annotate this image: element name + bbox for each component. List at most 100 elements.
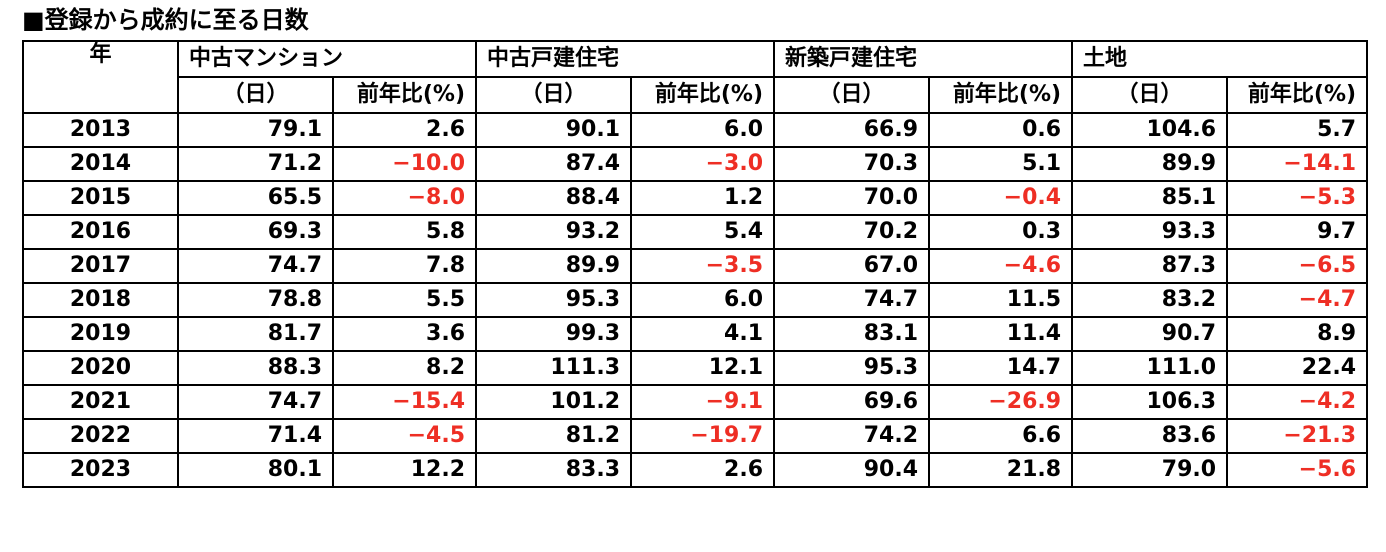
yoy-cell: 2.6 [331, 112, 478, 148]
days-cell: 85.1 [1071, 180, 1229, 216]
subheader-days: （日） [1071, 76, 1229, 114]
days-cell: 70.0 [773, 180, 931, 216]
year-cell: 2022 [22, 418, 179, 454]
table-row: 2013 79.1 2.6 90.1 6.0 66.9 0.6 104.6 5.7 [22, 112, 1369, 148]
header-row-subcolumns: （日） 前年比(%) （日） 前年比(%) （日） 前年比(%) （日） 前年比… [23, 76, 1369, 114]
days-cell: 71.2 [177, 146, 334, 182]
yoy-cell: 5.7 [1226, 112, 1369, 148]
year-cell: 2017 [22, 248, 179, 284]
days-cell: 93.3 [1071, 214, 1229, 250]
year-cell: 2015 [22, 180, 179, 216]
days-cell: 83.1 [773, 316, 931, 352]
page-title: ■登録から成約に至る日数 [22, 6, 309, 34]
yoy-cell: 5.8 [331, 214, 478, 250]
yoy-cell: −5.3 [1226, 180, 1369, 216]
yoy-cell: 1.2 [630, 180, 776, 216]
days-cell: 87.3 [1071, 248, 1229, 284]
subheader-days: （日） [177, 76, 334, 114]
days-cell: 89.9 [475, 248, 633, 284]
days-cell: 74.7 [177, 384, 334, 420]
yoy-cell: −26.9 [928, 384, 1074, 420]
days-cell: 80.1 [177, 452, 334, 488]
subheader-yoy: 前年比(%) [630, 76, 776, 114]
days-cell: 83.3 [475, 452, 633, 488]
group-header-land: 土地 [1071, 40, 1369, 78]
table-row: 2023 80.1 12.2 83.3 2.6 90.4 21.8 79.0 −5.6 [22, 452, 1369, 488]
days-cell: 101.2 [475, 384, 633, 420]
yoy-cell: −4.2 [1226, 384, 1369, 420]
table-row: 2021 74.7 −15.4 101.2 −9.1 69.6 −26.9 106.3 −4.2 [22, 384, 1369, 420]
yoy-cell: 7.8 [331, 248, 478, 284]
yoy-cell: 4.1 [630, 316, 776, 352]
yoy-cell: −6.5 [1226, 248, 1369, 284]
table-row: 2018 78.8 5.5 95.3 6.0 74.7 11.5 83.2 −4.7 [22, 282, 1369, 318]
yoy-cell: 11.4 [928, 316, 1074, 352]
days-cell: 90.4 [773, 452, 931, 488]
yoy-cell: 6.0 [630, 112, 776, 148]
subheader-days: （日） [475, 76, 633, 114]
days-cell: 74.2 [773, 418, 931, 454]
days-cell: 93.2 [475, 214, 633, 250]
days-cell: 74.7 [177, 248, 334, 284]
yoy-cell: 12.1 [630, 350, 776, 386]
days-cell: 65.5 [177, 180, 334, 216]
subheader-days: （日） [773, 76, 931, 114]
days-cell: 87.4 [475, 146, 633, 182]
days-cell: 66.9 [773, 112, 931, 148]
yoy-cell: 5.4 [630, 214, 776, 250]
year-cell: 2020 [22, 350, 179, 386]
days-cell: 67.0 [773, 248, 931, 284]
table-row: 2020 88.3 8.2 111.3 12.1 95.3 14.7 111.0 22.4 [22, 350, 1369, 386]
table-row: 2017 74.7 7.8 89.9 −3.5 67.0 −4.6 87.3 −6.5 [22, 248, 1369, 284]
days-cell: 95.3 [773, 350, 931, 386]
yoy-cell: −21.3 [1226, 418, 1369, 454]
yoy-cell: −14.1 [1226, 146, 1369, 182]
year-cell: 2023 [22, 452, 179, 488]
days-cell: 69.3 [177, 214, 334, 250]
days-cell: 71.4 [177, 418, 334, 454]
days-cell: 83.2 [1071, 282, 1229, 318]
year-column-header: 年 [22, 40, 179, 114]
subheader-yoy: 前年比(%) [1226, 76, 1369, 114]
days-cell: 83.6 [1071, 418, 1229, 454]
days-cell: 70.3 [773, 146, 931, 182]
yoy-cell: 12.2 [331, 452, 478, 488]
yoy-cell: 5.1 [928, 146, 1074, 182]
days-to-contract-table: 年 中古マンション 中古戸建住宅 新築戸建住宅 土地 （日） 前年比(%) （日… [22, 40, 1369, 488]
yoy-cell: −5.6 [1226, 452, 1369, 488]
days-cell: 111.0 [1071, 350, 1229, 386]
year-cell: 2016 [22, 214, 179, 250]
yoy-cell: −19.7 [630, 418, 776, 454]
days-cell: 79.0 [1071, 452, 1229, 488]
year-cell: 2018 [22, 282, 179, 318]
year-cell: 2014 [22, 146, 179, 182]
yoy-cell: 6.6 [928, 418, 1074, 454]
yoy-cell: −8.0 [331, 180, 478, 216]
days-cell: 95.3 [475, 282, 633, 318]
days-cell: 81.7 [177, 316, 334, 352]
days-cell: 70.2 [773, 214, 931, 250]
days-cell: 89.9 [1071, 146, 1229, 182]
days-cell: 111.3 [475, 350, 633, 386]
year-cell: 2021 [22, 384, 179, 420]
days-cell: 99.3 [475, 316, 633, 352]
yoy-cell: 9.7 [1226, 214, 1369, 250]
table-row: 2016 69.3 5.8 93.2 5.4 70.2 0.3 93.3 9.7 [22, 214, 1369, 250]
yoy-cell: 14.7 [928, 350, 1074, 386]
yoy-cell: 0.6 [928, 112, 1074, 148]
yoy-cell: 8.2 [331, 350, 478, 386]
group-header-new-house: 新築戸建住宅 [773, 40, 1074, 78]
subheader-yoy: 前年比(%) [331, 76, 478, 114]
days-cell: 81.2 [475, 418, 633, 454]
yoy-cell: 6.0 [630, 282, 776, 318]
days-cell: 78.8 [177, 282, 334, 318]
yoy-cell: −3.0 [630, 146, 776, 182]
yoy-cell: −3.5 [630, 248, 776, 284]
table-row: 2022 71.4 −4.5 81.2 −19.7 74.2 6.6 83.6 −21.3 [22, 418, 1369, 454]
table-row: 2015 65.5 −8.0 88.4 1.2 70.0 −0.4 85.1 −5.3 [22, 180, 1369, 216]
yoy-cell: 2.6 [630, 452, 776, 488]
group-header-used-house: 中古戸建住宅 [475, 40, 776, 78]
days-cell: 106.3 [1071, 384, 1229, 420]
yoy-cell: 8.9 [1226, 316, 1369, 352]
yoy-cell: −9.1 [630, 384, 776, 420]
